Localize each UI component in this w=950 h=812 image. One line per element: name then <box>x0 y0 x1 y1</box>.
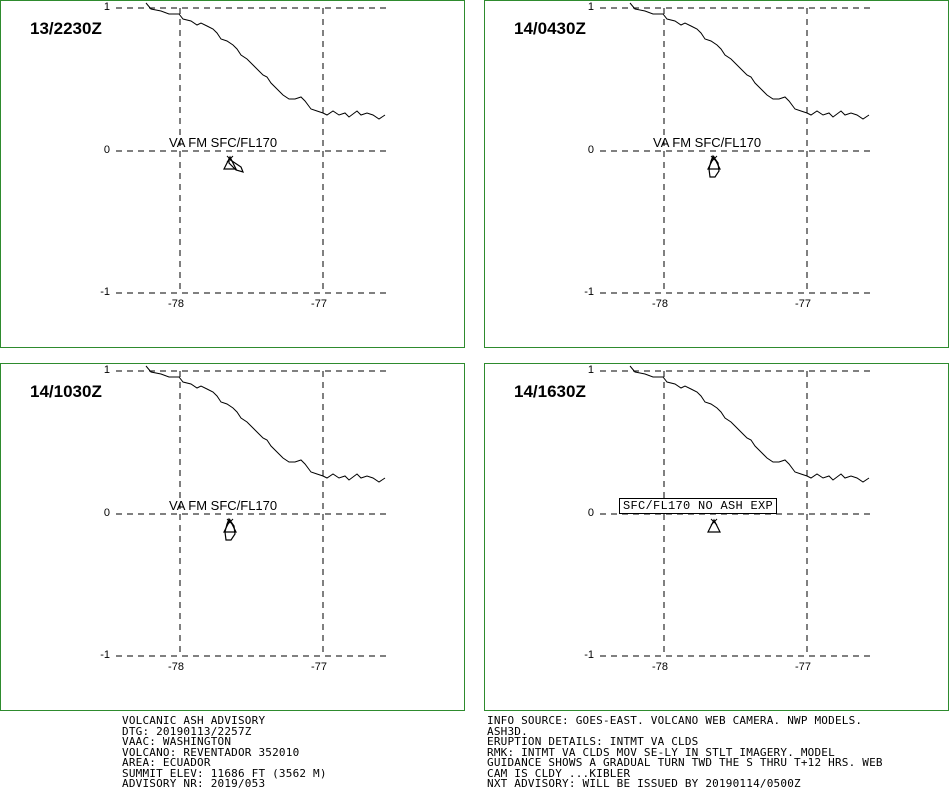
advisory-line: VOLCANO: REVENTADOR 352010 <box>122 745 300 759</box>
advisory-details-text: INFO SOURCE: GOES-EAST. VOLCANO WEB CAME… <box>487 714 883 790</box>
coastline <box>629 2 870 120</box>
lat-label-minus-1: -1 <box>584 286 594 298</box>
lon-label-minus-78: -78 <box>652 661 668 673</box>
map-graphic <box>116 2 387 294</box>
map-graphic <box>600 2 871 294</box>
ash-plume-outline <box>224 517 236 541</box>
lat-label-0: 0 <box>103 507 110 519</box>
coastline <box>145 2 386 120</box>
map-panel-1: 13/2230Z VA FM SFC/FL170 1 0 -1 -78 -77 <box>0 0 465 348</box>
lon-label-minus-78: -78 <box>168 661 184 673</box>
lon-label-minus-77: -77 <box>311 298 327 310</box>
map-panel-3: 14/1030Z VA FM SFC/FL170 1 0 -1 -78 -77 <box>0 363 465 711</box>
advisory-line: ASH3D. <box>487 724 528 738</box>
advisory-line: DTG: 20190113/2257Z <box>122 724 252 738</box>
vent-mark <box>226 155 234 163</box>
vent-mark <box>710 155 718 163</box>
ash-cloud-label: VA FM SFC/FL170 <box>169 135 278 150</box>
triangle-icon <box>707 518 721 533</box>
advisory-line: AREA: ECUADOR <box>122 756 211 769</box>
lat-label-minus-1: -1 <box>100 286 110 298</box>
map-graphic <box>600 365 871 657</box>
lon-label-minus-77: -77 <box>795 661 811 673</box>
advisory-line: GUIDANCE SHOWS A GRADUAL TURN TWD THE S … <box>487 756 883 769</box>
triangle-icon <box>223 155 237 170</box>
ash-cloud-label: VA FM SFC/FL170 <box>653 135 762 150</box>
coastline <box>629 365 870 483</box>
coastline <box>145 365 386 483</box>
advisory-line: ERUPTION DETAILS: INTMT VA CLDS <box>487 735 699 748</box>
lat-label-1: 1 <box>587 1 594 13</box>
lat-label-minus-1: -1 <box>584 649 594 661</box>
map-graphic <box>116 365 387 657</box>
ash-plume-outline <box>228 157 245 173</box>
vent-mark <box>710 518 718 526</box>
advisory-line: RMK: INTMT VA CLDS MOV SE-LY IN STLT IMA… <box>487 745 835 759</box>
vent-mark <box>226 518 234 526</box>
lat-label-1: 1 <box>103 1 110 13</box>
lat-label-0: 0 <box>587 144 594 156</box>
map-panel-4: 14/1630Z SFC/FL170 NO ASH EXP 1 0 -1 -78… <box>484 363 949 711</box>
no-ash-expected-label: SFC/FL170 NO ASH EXP <box>619 498 778 514</box>
lon-label-minus-77: -77 <box>795 298 811 310</box>
advisory-line: INFO SOURCE: GOES-EAST. VOLCANO WEB CAME… <box>487 714 863 727</box>
ash-cloud-label: VA FM SFC/FL170 <box>169 498 278 513</box>
lat-label-0: 0 <box>103 144 110 156</box>
advisory-line: NXT ADVISORY: WILL BE ISSUED BY 20190114… <box>487 777 801 790</box>
advisory-line: ADVISORY NR: 2019/053 <box>122 777 266 790</box>
map-panel-2: 14/0430Z VA FM SFC/FL170 1 0 -1 -78 -77 <box>484 0 949 348</box>
lat-label-1: 1 <box>587 364 594 376</box>
valid-time: 14/1630Z <box>514 382 586 401</box>
lon-label-minus-78: -78 <box>168 298 184 310</box>
advisory-header-text: VOLCANIC ASH ADVISORY DTG: 20190113/2257… <box>122 714 327 790</box>
lat-label-minus-1: -1 <box>100 649 110 661</box>
lon-label-minus-77: -77 <box>311 661 327 673</box>
ash-plume-outline <box>708 154 720 178</box>
valid-time: 13/2230Z <box>30 19 102 38</box>
lat-label-1: 1 <box>103 364 110 376</box>
advisory-line: VOLCANIC ASH ADVISORY <box>122 714 266 727</box>
valid-time: 14/1030Z <box>30 382 102 401</box>
advisory-line: CAM IS CLDY ...KIBLER <box>487 766 631 780</box>
lat-label-0: 0 <box>587 507 594 519</box>
advisory-line: SUMMIT ELEV: 11686 FT (3562 M) <box>122 766 327 780</box>
valid-time: 14/0430Z <box>514 19 586 38</box>
advisory-line: VAAC: WASHINGTON <box>122 735 232 748</box>
lon-label-minus-78: -78 <box>652 298 668 310</box>
